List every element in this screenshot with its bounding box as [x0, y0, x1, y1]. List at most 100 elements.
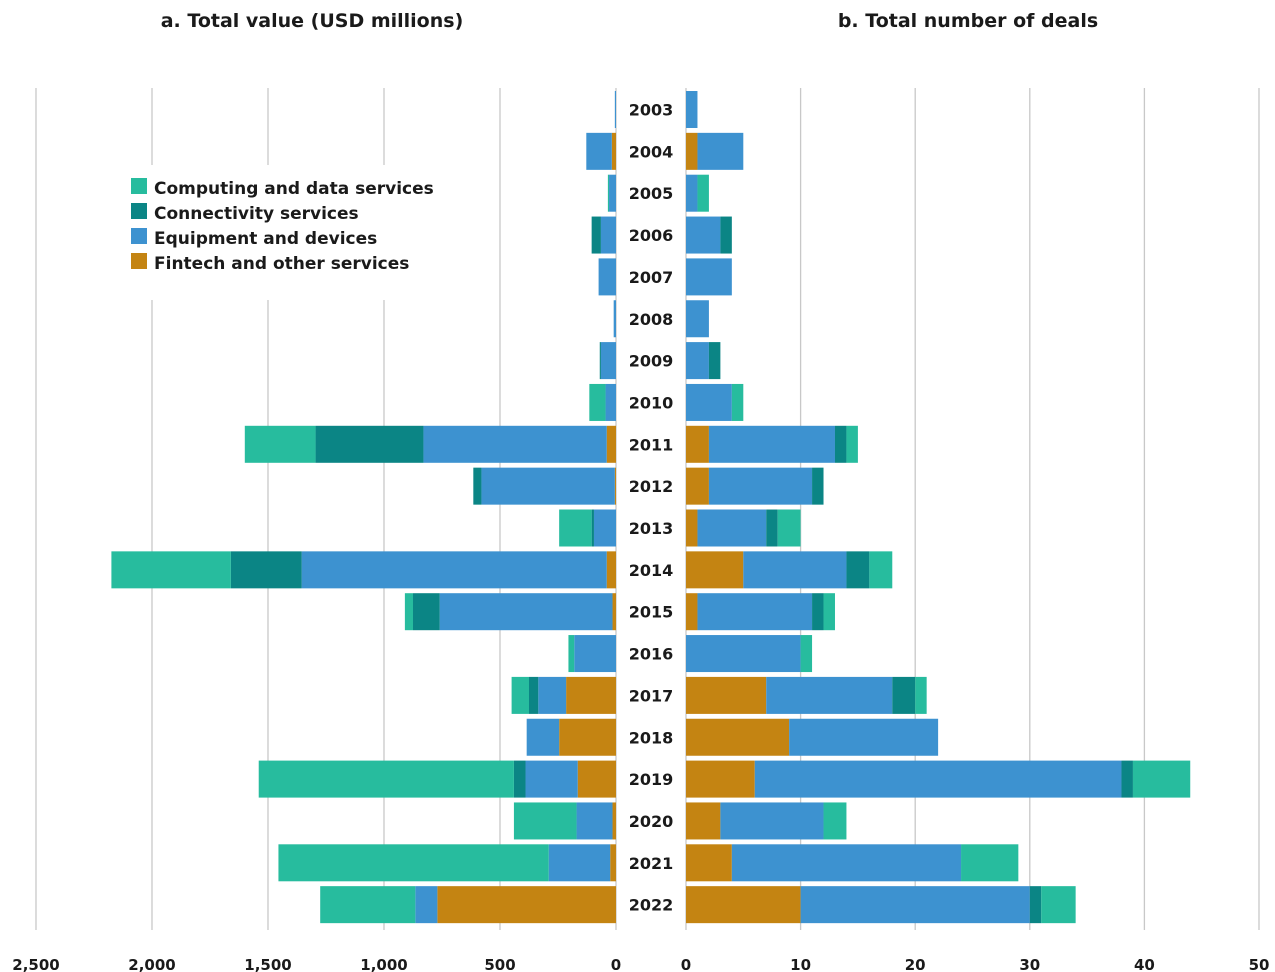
legend-label-equipment: Equipment and devices	[154, 229, 377, 249]
value-bar-fintech-and-other-services-2021	[610, 844, 616, 882]
value-bar-computing-and-data-services-2022	[320, 886, 416, 924]
year-label: 2022	[629, 896, 674, 915]
year-label: 2007	[629, 268, 674, 287]
value-bar-equipment-and-devices-2003	[614, 91, 616, 128]
year-label: 2014	[629, 561, 674, 580]
deals-bar-fintech-and-other-services-2013	[686, 509, 698, 547]
deals-bar-connectivity-services-2017	[892, 676, 916, 714]
year-label: 2009	[629, 352, 674, 371]
value-bar-connectivity-services-2015	[413, 593, 440, 631]
value-bar-connectivity-services-2006	[591, 216, 601, 254]
year-label: 2004	[629, 142, 674, 161]
deals-bar-equipment-and-devices-2021	[731, 844, 962, 882]
value-bar-equipment-and-devices-2018	[526, 718, 560, 756]
value-bar-computing-and-data-services-2005	[607, 174, 610, 212]
value-bar-connectivity-services-2013	[591, 509, 594, 547]
value-bar-equipment-and-devices-2006	[600, 216, 616, 254]
deals-bar-fintech-and-other-services-2012	[686, 467, 709, 505]
deals-bar-equipment-and-devices-2009	[686, 342, 709, 380]
value-bar-equipment-and-devices-2010	[605, 383, 616, 421]
value-bar-connectivity-services-2009	[599, 342, 601, 380]
value-bar-equipment-and-devices-2011	[423, 425, 607, 463]
value-bar-computing-and-data-services-2019	[258, 760, 514, 798]
value-bar-computing-and-data-services-2020	[513, 802, 577, 840]
value-bar-equipment-and-devices-2007	[598, 258, 616, 296]
deals-bar-equipment-and-devices-2005	[686, 174, 698, 212]
deals-bar-equipment-and-devices-2020	[720, 802, 824, 840]
right-chart-title: b. Total number of deals	[838, 10, 1098, 32]
deals-bar-connectivity-services-2012	[812, 467, 824, 505]
value-bar-equipment-and-devices-2021	[548, 844, 611, 882]
right-x-tick-label: 50	[1249, 956, 1270, 972]
deals-bar-connectivity-services-2022	[1029, 886, 1042, 924]
deals-bar-fintech-and-other-services-2017	[686, 676, 767, 714]
labels: 2,500 2,000 1,500 1,000 500 0 0 10 20 30 40 50 2003 2…	[12, 101, 1269, 972]
right-x-tick-label: 30	[1019, 956, 1040, 972]
value-bar-equipment-and-devices-2008	[613, 300, 616, 338]
legend-swatch-fintech	[131, 253, 147, 269]
value-bar-fintech-and-other-services-2018	[559, 718, 616, 756]
deals-bar-computing-and-data-services-2019	[1132, 760, 1191, 798]
left-x-tick-label: 2,500	[12, 956, 59, 972]
deals-bar-fintech-and-other-services-2021	[686, 844, 732, 882]
right-x-tick-label: 0	[681, 956, 691, 972]
year-label: 2003	[629, 101, 674, 120]
value-bar-connectivity-services-2011	[315, 425, 424, 463]
deals-bar-connectivity-services-2014	[846, 551, 870, 589]
value-bar-fintech-and-other-services-2022	[437, 886, 616, 924]
value-bar-fintech-and-other-services-2017	[566, 676, 616, 714]
deals-bar-fintech-and-other-services-2018	[686, 718, 790, 756]
deals-bar-fintech-and-other-services-2011	[686, 425, 709, 463]
value-bar-computing-and-data-services-2011	[244, 425, 316, 463]
value-bar-equipment-and-devices-2017	[538, 676, 567, 714]
value-bar-equipment-and-devices-2015	[439, 593, 613, 631]
deals-bar-equipment-and-devices-2017	[766, 676, 893, 714]
value-bar-equipment-and-devices-2014	[301, 551, 607, 589]
value-bar-computing-and-data-services-2021	[278, 844, 549, 882]
deals-bar-equipment-and-devices-2006	[686, 216, 721, 254]
deals-bar-equipment-and-devices-2012	[708, 467, 813, 505]
deals-bar-computing-and-data-services-2017	[915, 676, 927, 714]
left-x-tick-label: 1,000	[360, 956, 407, 972]
value-bar-equipment-and-devices-2020	[576, 802, 613, 840]
value-bar-computing-and-data-services-2017	[511, 676, 529, 714]
deals-bar-equipment-and-devices-2022	[800, 886, 1030, 924]
value-bar-connectivity-services-2014	[230, 551, 302, 589]
deals-bar-equipment-and-devices-2018	[789, 718, 939, 756]
year-label: 2021	[629, 854, 674, 873]
deals-bar-fintech-and-other-services-2004	[686, 132, 698, 170]
value-bar-fintech-and-other-services-2019	[577, 760, 616, 798]
deals-bar-fintech-and-other-services-2019	[686, 760, 755, 798]
deals-bar-equipment-and-devices-2015	[697, 593, 813, 631]
deals-bar-equipment-and-devices-2011	[708, 425, 835, 463]
deals-bar-fintech-and-other-services-2020	[686, 802, 721, 840]
deals-bar-equipment-and-devices-2003	[686, 91, 698, 128]
left-chart-title: a. Total value (USD millions)	[161, 10, 464, 32]
value-bar-equipment-and-devices-2005	[609, 174, 616, 212]
value-bar-fintech-and-other-services-2004	[611, 132, 616, 170]
deals-bar-computing-and-data-services-2016	[800, 635, 813, 673]
legend-swatch-equipment	[131, 228, 147, 244]
deals-bar-equipment-and-devices-2010	[686, 383, 732, 421]
deals-bar-equipment-and-devices-2008	[686, 300, 709, 338]
deals-bar-computing-and-data-services-2010	[731, 383, 744, 421]
right-x-tick-label: 40	[1134, 956, 1155, 972]
deals-bar-fintech-and-other-services-2022	[686, 886, 801, 924]
deals-bar-connectivity-services-2015	[812, 593, 824, 631]
value-bar-equipment-and-devices-2012	[481, 467, 615, 505]
left-x-tick-label: 2,000	[128, 956, 175, 972]
deals-bar-computing-and-data-services-2022	[1041, 886, 1076, 924]
year-label: 2020	[629, 812, 674, 831]
deals-bar-fintech-and-other-services-2014	[686, 551, 744, 589]
year-label: 2018	[629, 728, 674, 747]
year-label: 2010	[629, 393, 674, 412]
deals-bar-connectivity-services-2009	[708, 342, 721, 380]
left-x-tick-label: 500	[484, 956, 515, 972]
year-label: 2006	[629, 226, 674, 245]
deals-bar-computing-and-data-services-2013	[777, 509, 801, 547]
year-label: 2016	[629, 645, 674, 664]
year-label: 2011	[629, 435, 674, 454]
left-x-tick-label: 1,500	[244, 956, 291, 972]
deals-bar-computing-and-data-services-2020	[823, 802, 847, 840]
value-bar-fintech-and-other-services-2012	[614, 467, 616, 505]
